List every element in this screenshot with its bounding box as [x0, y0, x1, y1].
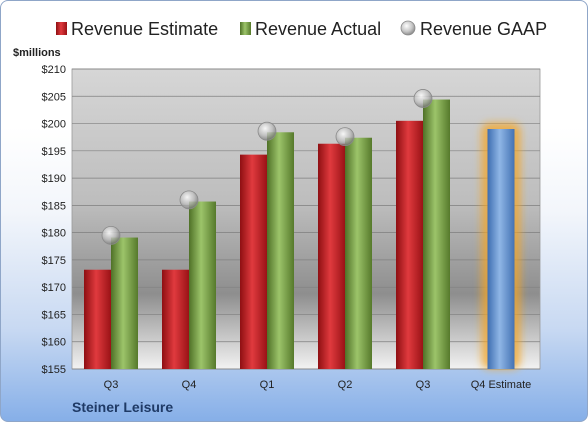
- x-axis-ticks: Q3 Q4 Q1 Q2 Q3 Q4 Estimate: [104, 379, 532, 391]
- bars: [84, 89, 521, 370]
- y-tick-label: $195: [42, 146, 66, 158]
- bar-revenue-actual: [423, 99, 450, 369]
- legend: Revenue Estimate Revenue Actual Revenue …: [56, 19, 547, 39]
- legend-swatch-estimate: [56, 22, 67, 35]
- point-revenue-gaap: [413, 89, 433, 108]
- plot-area: [71, 68, 541, 370]
- y-tick-label: $180: [42, 228, 66, 240]
- x-tick-label: Q1: [260, 379, 275, 391]
- y-tick-label: $185: [42, 200, 66, 212]
- point-revenue-gaap: [335, 127, 355, 147]
- x-tick-label: Q4 Estimate: [471, 379, 532, 391]
- y-tick-label: $155: [42, 364, 66, 376]
- y-tick-label: $210: [42, 64, 66, 76]
- point-revenue-gaap: [101, 225, 121, 245]
- x-tick-label: Q3: [416, 379, 431, 391]
- y-tick-label: $200: [42, 119, 66, 131]
- bar-revenue-actual: [345, 137, 372, 369]
- y-tick-label: $190: [42, 173, 66, 185]
- grid-lines: [72, 68, 540, 370]
- legend-marker-gaap: [400, 20, 416, 36]
- y-axis-unit-label: $millions: [13, 47, 61, 59]
- bar-revenue-estimate: [240, 154, 267, 369]
- point-revenue-gaap: [179, 190, 199, 210]
- bar-revenue-estimate: [84, 269, 111, 369]
- bar-revenue-actual: [267, 132, 294, 369]
- y-tick-label: $170: [42, 282, 66, 294]
- legend-swatch-actual: [240, 22, 251, 35]
- y-tick-label: $205: [42, 91, 66, 103]
- y-tick-label: $175: [42, 255, 66, 267]
- legend-label-gaap: Revenue GAAP: [420, 19, 547, 39]
- legend-label-actual: Revenue Actual: [255, 19, 381, 39]
- y-axis-ticks: $155 $160 $165 $170 $175 $180 $185 $190 $195 $200…: [42, 64, 66, 376]
- x-tick-label: Q2: [338, 379, 353, 391]
- chart-title: Steiner Leisure: [72, 399, 174, 415]
- bar-revenue-actual: [111, 237, 138, 369]
- bar-revenue-forecast: [487, 129, 515, 369]
- y-tick-label: $160: [42, 337, 66, 349]
- y-tick-label: $165: [42, 309, 66, 321]
- x-tick-label: Q3: [104, 379, 119, 391]
- bar-revenue-actual: [189, 201, 216, 369]
- bar-revenue-estimate: [162, 269, 189, 369]
- x-tick-label: Q4: [182, 379, 197, 391]
- bar-revenue-estimate: [318, 143, 345, 369]
- point-revenue-gaap: [257, 121, 277, 141]
- legend-label-estimate: Revenue Estimate: [71, 19, 218, 39]
- bar-revenue-estimate: [396, 120, 423, 370]
